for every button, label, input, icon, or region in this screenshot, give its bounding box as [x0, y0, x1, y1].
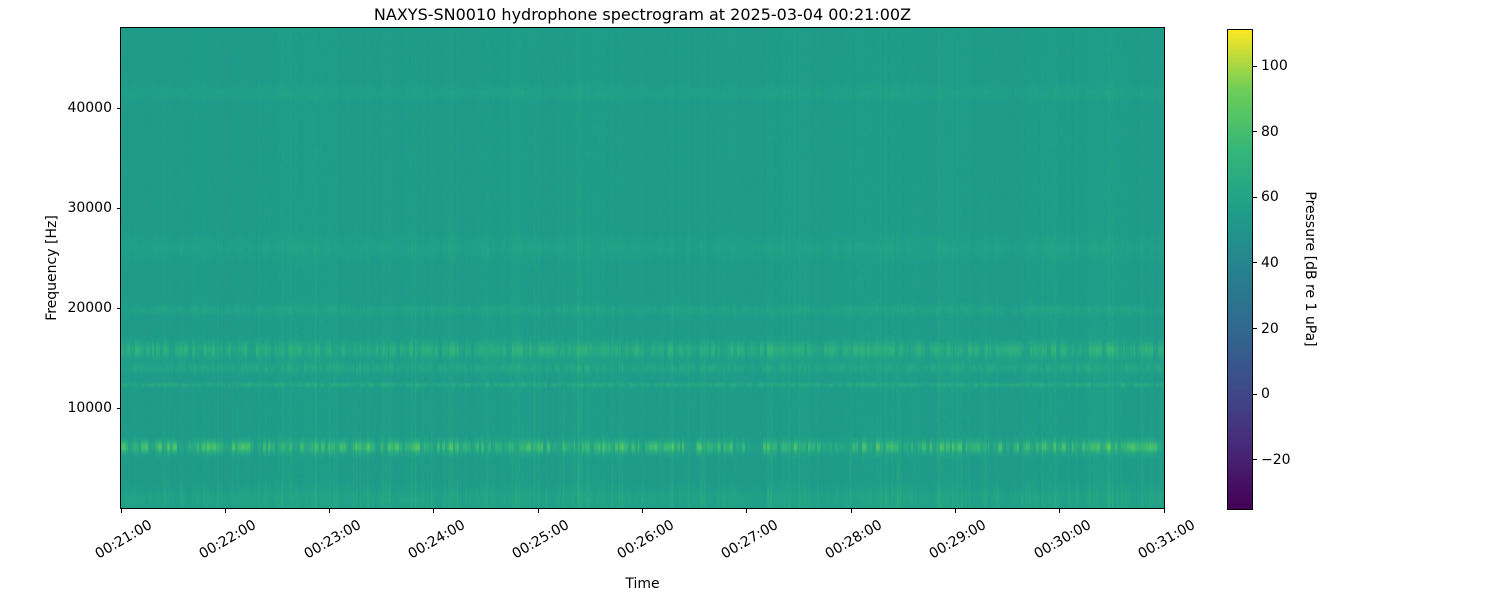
x-axis-tick	[537, 509, 539, 513]
x-tick-label: 00:25:00	[509, 517, 573, 563]
x-tick-label: 00:21:00	[92, 517, 155, 563]
colorbar-tick-label: 0	[1261, 386, 1270, 403]
y-tick-label: 40000	[67, 100, 112, 116]
colorbar-tick-label: 80	[1261, 123, 1279, 140]
x-axis-tick	[224, 509, 226, 513]
y-tick-label: 10000	[67, 400, 112, 416]
y-tick-label: 20000	[67, 300, 112, 316]
x-axis-tick	[954, 509, 956, 513]
y-axis-tick	[117, 307, 121, 309]
y-axis-tick	[117, 107, 121, 109]
colorbar-tick	[1253, 65, 1257, 67]
x-tick-label: 00:29:00	[926, 517, 990, 563]
x-tick-label: 00:27:00	[718, 517, 781, 563]
y-tick-label: 30000	[67, 200, 112, 216]
x-axis-title: Time	[625, 576, 660, 592]
x-axis-tick	[120, 509, 122, 513]
colorbar-tick	[1253, 459, 1257, 461]
x-tick-label: 00:23:00	[301, 517, 364, 563]
colorbar-tick	[1253, 328, 1257, 330]
colorbar-tick-label: 60	[1261, 189, 1279, 206]
x-tick-label: 00:24:00	[405, 517, 468, 563]
colorbar-tick-label: −20	[1261, 451, 1291, 468]
y-axis-tick	[117, 207, 121, 209]
colorbar	[1227, 29, 1253, 510]
x-axis-tick	[746, 509, 748, 513]
x-axis-tick	[329, 509, 331, 513]
x-axis-tick	[642, 509, 643, 513]
x-axis-tick	[850, 509, 852, 513]
x-axis-tick	[1059, 509, 1061, 513]
figure-title: NAXYS-SN0010 hydrophone spectrogram at 2…	[373, 5, 912, 24]
spectrogram-canvas	[121, 28, 1164, 508]
colorbar-tick-label: 20	[1261, 320, 1279, 337]
colorbar-tick	[1253, 262, 1257, 264]
colorbar-canvas	[1228, 30, 1252, 509]
y-axis-tick	[117, 407, 121, 409]
x-tick-label: 00:26:00	[614, 517, 677, 563]
x-tick-label: 00:31:00	[1135, 517, 1198, 563]
colorbar-tick	[1253, 196, 1257, 198]
x-tick-label: 00:28:00	[822, 517, 886, 563]
x-axis-tick	[1163, 509, 1165, 513]
colorbar-tick	[1253, 393, 1257, 395]
colorbar-tick-label: 100	[1261, 58, 1288, 75]
colorbar-tick-label: 40	[1261, 254, 1279, 271]
x-tick-label: 00:22:00	[196, 517, 260, 563]
colorbar-tick	[1253, 131, 1257, 133]
x-tick-label: 00:30:00	[1031, 517, 1094, 563]
plot-area	[120, 27, 1165, 509]
x-axis-tick	[433, 509, 435, 513]
